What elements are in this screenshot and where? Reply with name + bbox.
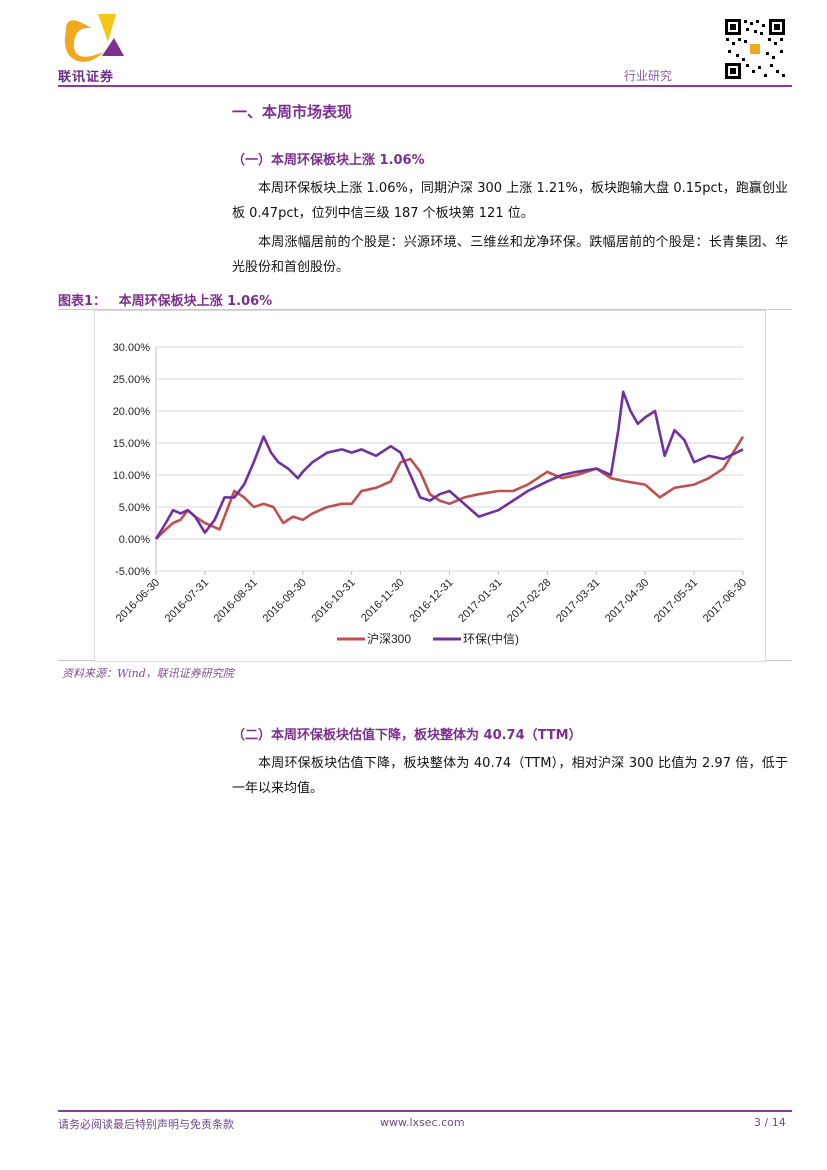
- y-tick-label: 10.00%: [113, 470, 151, 482]
- x-tick-label: 2017-06-30: [701, 577, 749, 625]
- paragraph-1: 本周环保板块上涨 1.06%，同期沪深 300 上涨 1.21%，板块跑输大盘 …: [232, 181, 788, 221]
- header-rule: [58, 85, 792, 87]
- figure-label: 图表1：: [58, 294, 107, 309]
- y-tick-label: 0.00%: [119, 534, 150, 546]
- y-tick-label: 15.00%: [113, 438, 151, 450]
- figure-source: 资料来源：Wind，联讯证券研究院: [62, 667, 234, 680]
- y-tick-label: -5.00%: [115, 566, 150, 578]
- x-tick-label: 2017-01-31: [456, 577, 504, 625]
- y-tick-label: 20.00%: [113, 406, 151, 418]
- header-category: 行业研究: [624, 69, 673, 83]
- series-line-2: [154, 390, 744, 540]
- figure-top-rule: [58, 309, 792, 310]
- x-tick-label: 2016-07-31: [163, 577, 211, 625]
- x-tick-label: 2017-04-30: [603, 577, 651, 625]
- paragraph-3: 本周环保板块估值下降，板块整体为 40.74（TTM），相对沪深 300 比值为…: [232, 756, 788, 796]
- x-tick-label: 2017-03-31: [554, 577, 602, 625]
- subsection-title-2: （二）本周环保板块估值下降，板块整体为 40.74（TTM）: [232, 728, 582, 743]
- line-chart: 30.00% 25.00% 20.00% 15.00% 10.00% 5.00% 0.00%…: [113, 342, 749, 646]
- qr-code-icon: [724, 18, 786, 80]
- y-tick-label: 30.00%: [113, 342, 151, 354]
- figure-title: 图表1： 本周环保板块上涨 1.06%: [58, 290, 272, 309]
- x-tick-label: 2016-08-31: [212, 577, 260, 625]
- y-tick-label: 5.00%: [119, 502, 150, 514]
- logo-text: 联讯证券: [58, 70, 115, 85]
- x-tick-label: 2016-06-30: [114, 577, 162, 625]
- paragraph-2: 本周涨幅居前的个股是：兴源环境、三维丝和龙净环保。跌幅居前的个股是：长青集团、华…: [232, 235, 788, 275]
- footer-url[interactable]: www.lxsec.com: [380, 1116, 465, 1129]
- page-number: 3 / 14: [754, 1116, 786, 1129]
- series-line-1: [155, 435, 745, 540]
- legend-label-2: 环保(中信): [463, 631, 519, 646]
- x-tick-label: 2017-05-31: [652, 577, 700, 625]
- section-title: 一、本周市场表现: [232, 103, 353, 121]
- x-tick-label: 2017-02-28: [505, 577, 553, 625]
- company-logo: [58, 12, 128, 70]
- qr-code: [724, 18, 786, 80]
- chart-container: 30.00% 25.00% 20.00% 15.00% 10.00% 5.00% 0.00%…: [94, 310, 766, 662]
- logo-mark-icon: [64, 14, 124, 62]
- legend-label-1: 沪深300: [367, 632, 411, 646]
- x-tick-label: 2016-10-31: [310, 577, 358, 625]
- y-tick-label: 25.00%: [113, 374, 151, 386]
- subsection-title-1: （一）本周环保板块上涨 1.06%: [232, 153, 425, 168]
- footer-disclaimer[interactable]: 请务必阅读最后特别声明与免责条款: [58, 1118, 234, 1131]
- x-tick-label: 2016-09-30: [261, 577, 309, 625]
- x-tick-label: 2016-12-31: [407, 577, 455, 625]
- figure-caption: 本周环保板块上涨 1.06%: [118, 294, 273, 309]
- footer-rule: [58, 1110, 792, 1112]
- x-tick-label: 2016-11-30: [359, 577, 407, 625]
